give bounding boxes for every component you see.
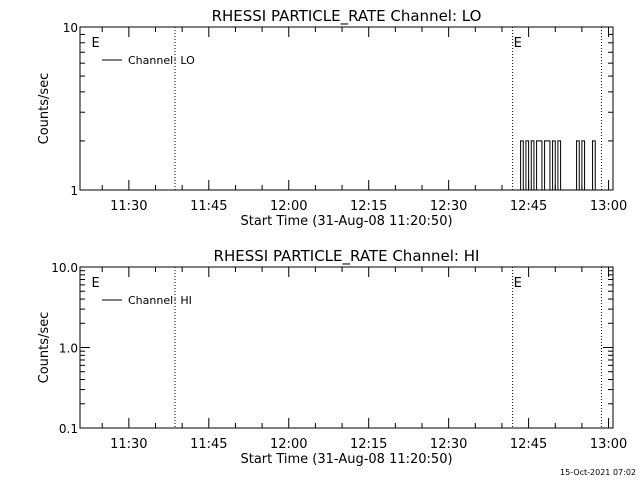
data-point (530, 140, 532, 142)
x-tick-label: 12:45 (510, 437, 547, 452)
data-point (597, 189, 599, 191)
y-tick-label: 1 (70, 184, 78, 198)
x-tick-label: 11:30 (110, 437, 147, 452)
data-point (533, 189, 535, 191)
event-marker-label: E (92, 36, 100, 51)
data-point (583, 189, 586, 191)
data-point (525, 140, 527, 142)
data-point (589, 189, 591, 191)
plot-frame (79, 266, 614, 429)
x-tick-label: 12:30 (430, 437, 467, 452)
data-point (536, 140, 538, 142)
x-tick-label: 12:15 (350, 199, 387, 214)
x-tick-label: 12:00 (270, 199, 307, 214)
data-point (581, 140, 583, 142)
y-axis-label: Counts/sec (37, 73, 52, 145)
data-point (594, 189, 596, 191)
x-tick-label: 13:00 (590, 199, 627, 214)
x-tick-label: 12:30 (430, 199, 467, 214)
chart-title: RHESSI PARTICLE_RATE Channel: HI (214, 247, 480, 266)
x-tick-label: 13:00 (590, 437, 627, 452)
data-point (573, 189, 575, 191)
data-point (522, 189, 524, 191)
data-point (570, 189, 572, 191)
chart-title: RHESSI PARTICLE_RATE Channel: LO (212, 7, 482, 26)
event-marker-label: E (514, 276, 522, 291)
x-tick-label: 12:15 (350, 437, 387, 452)
data-point (549, 189, 551, 191)
lo-channel-chart: RHESSI PARTICLE_RATE Channel: LO 10 1 Count… (37, 7, 627, 229)
data-point (559, 189, 562, 191)
data-point (546, 140, 548, 142)
footer-timestamp: 15-Oct-2021 07:02 (560, 468, 636, 477)
hi-channel-chart: RHESSI PARTICLE_RATE Channel: HI 10.0 1.0 0… (37, 247, 627, 467)
event-marker-label: E (514, 36, 522, 51)
data-point (541, 189, 543, 191)
data-point (551, 140, 554, 142)
data-point (517, 189, 519, 191)
y-tick-label: 10.0 (51, 261, 78, 275)
data-point (554, 189, 556, 191)
series-line (517, 140, 598, 191)
x-tick-label: 11:45 (190, 199, 227, 214)
x-tick-label: 11:30 (110, 199, 147, 214)
data-point (543, 140, 546, 142)
y-tick-label: 1.0 (59, 342, 78, 356)
legend-label: Channel: HI (128, 294, 192, 307)
y-axis-label: Counts/sec (37, 312, 52, 384)
data-point (528, 189, 530, 191)
data-point (567, 189, 570, 191)
x-tick-label: 12:45 (510, 199, 547, 214)
data-point (578, 189, 580, 191)
data-point (575, 140, 578, 142)
x-axis-label: Start Time (31-Aug-08 11:20:50) (240, 214, 452, 229)
y-tick-label: 10 (63, 21, 78, 35)
data-point (586, 189, 588, 191)
legend-label: Channel: LO (128, 54, 195, 67)
x-tick-label: 11:45 (190, 437, 227, 452)
data-point (591, 140, 594, 142)
data-point (562, 189, 564, 191)
y-tick-label: 0.1 (59, 422, 78, 436)
data-point (565, 189, 567, 191)
event-marker-label: E (92, 276, 100, 291)
plot-frame (79, 26, 614, 191)
data-point (520, 140, 522, 142)
data-point (557, 140, 559, 142)
x-axis-label: Start Time (31-Aug-08 11:20:50) (240, 452, 452, 467)
x-tick-label: 12:00 (270, 437, 307, 452)
data-point (538, 140, 540, 142)
